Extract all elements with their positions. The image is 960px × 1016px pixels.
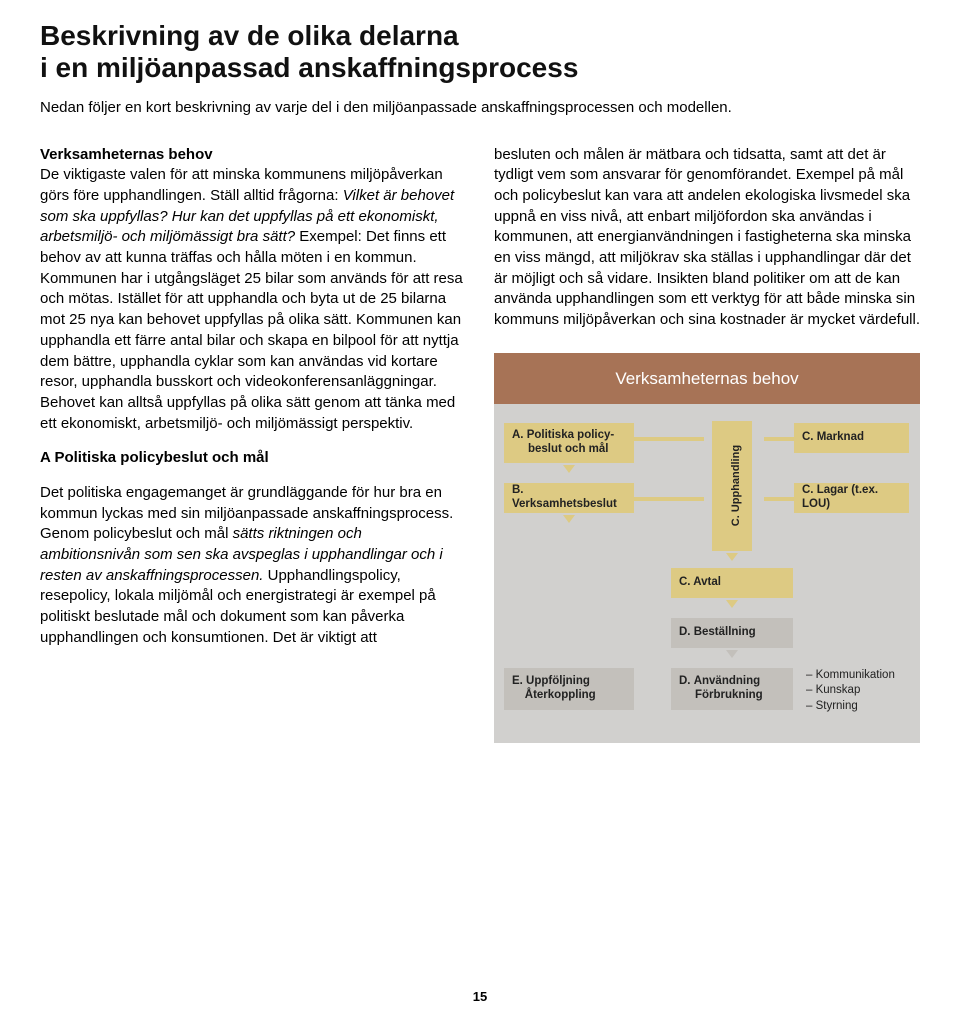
footnote-1: – Kommunikation xyxy=(806,668,895,684)
diagram-box-c-lagar: C. Lagar (t.ex. LOU) xyxy=(794,483,909,513)
diagram-arrow-down xyxy=(563,515,575,523)
page-number: 15 xyxy=(473,989,487,1004)
diagram-upphandling-strip: C. Upphandling xyxy=(712,421,752,551)
col1-paragraph2: Det politiska engagemanget är grundlägga… xyxy=(40,483,466,649)
col2-paragraph1: besluten och målen är mätbara och tidsat… xyxy=(494,145,920,331)
diagram-box-c-marknad: C. Marknad xyxy=(794,423,909,453)
title-line1: Beskrivning av de olika delarna xyxy=(40,20,459,51)
diagram-arrow-down xyxy=(726,553,738,561)
page-title: Beskrivning av de olika delarna i en mil… xyxy=(40,20,920,84)
two-column-layout: Verksamheternas behov De viktigaste vale… xyxy=(40,145,920,743)
intro-paragraph: Nedan följer en kort beskrivning av varj… xyxy=(40,98,920,118)
diagram-box-a: A. Politiska policy- beslut och mål xyxy=(504,423,634,463)
diagram-box-avtal: C. Avtal xyxy=(671,568,793,598)
diagram-arrow-down xyxy=(726,600,738,608)
col1-paragraph1: Verksamheternas behov De viktigaste vale… xyxy=(40,145,466,435)
column-right: besluten och målen är mätbara och tidsat… xyxy=(494,145,920,743)
col1-lead: Verksamheternas behov xyxy=(40,146,213,163)
diagram-arrow-down xyxy=(563,465,575,473)
title-line2: i en miljöanpassad anskaffningsprocess xyxy=(40,52,578,83)
diagram-vertical-label: C. Upphandling xyxy=(730,445,743,526)
diagram-header: Verksamheternas behov xyxy=(494,353,920,404)
col1-body-after: Exempel: Det finns ett behov av att kunn… xyxy=(40,228,463,431)
diagram-box-e: E. Uppföljning Återkoppling xyxy=(504,668,634,710)
diagram-connector xyxy=(634,437,704,441)
diagram-footnotes: – Kommunikation – Kunskap – Styrning xyxy=(806,668,895,715)
diagram-arrow-down xyxy=(726,650,738,658)
col1-subheading: A Politiska policybeslut och mål xyxy=(40,448,466,469)
diagram-box-bestallning: D. Beställning xyxy=(671,618,793,648)
diagram-connector xyxy=(764,437,794,441)
footnote-3: – Styrning xyxy=(806,699,895,715)
diagram-connector xyxy=(634,497,704,501)
footnote-2: – Kunskap xyxy=(806,683,895,699)
diagram-connector xyxy=(764,497,794,501)
diagram-box-anvandning: D. Användning Förbrukning xyxy=(671,668,793,710)
process-diagram: Verksamheternas behov A. Politiska polic… xyxy=(494,353,920,743)
diagram-box-b: B. Verksamhetsbeslut xyxy=(504,483,634,513)
column-left: Verksamheternas behov De viktigaste vale… xyxy=(40,145,466,743)
